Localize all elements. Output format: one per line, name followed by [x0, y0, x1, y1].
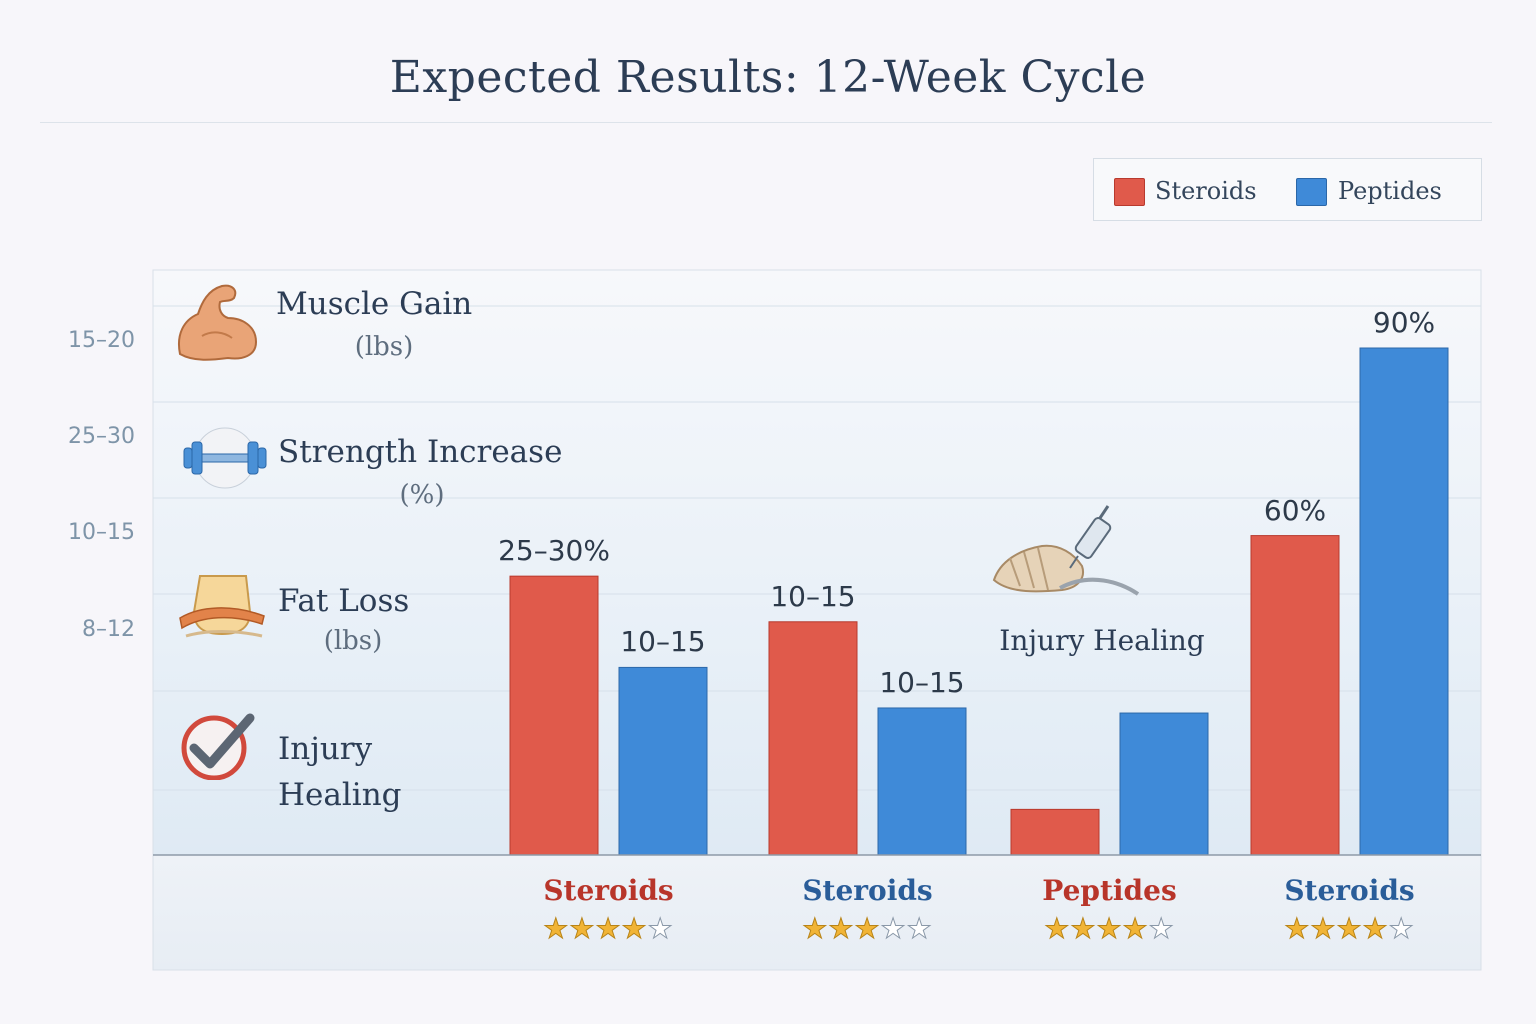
star-empty-icon: ★ [906, 912, 933, 946]
category-label: Steroids [1284, 874, 1415, 907]
star-filled-icon: ★ [1096, 912, 1123, 946]
star-filled-icon: ★ [543, 912, 570, 946]
y-tick-label: 15–20 [68, 328, 135, 353]
star-filled-icon: ★ [828, 912, 855, 946]
bar-value-label: 60% [1263, 493, 1327, 527]
legend-label-steroids: Steroids [1155, 177, 1257, 205]
metric-unit-strength-increase: (%) [399, 480, 445, 510]
metric-label-fat-loss: Fat Loss [278, 583, 410, 619]
flexed-bicep-icon [178, 284, 258, 361]
bar-peptides-4 [1359, 347, 1449, 856]
checkmark-badge-icon [181, 713, 255, 780]
metric-unit-fat-loss: (lbs) [323, 626, 383, 656]
star-empty-icon: ★ [1388, 912, 1415, 946]
star-rating: ★★★★★ [748, 912, 988, 946]
bar-value-label: 10–15 [620, 625, 706, 659]
metric-label-muscle-gain: Muscle Gain [276, 286, 473, 322]
metric-unit-muscle-gain: (lbs) [354, 332, 414, 362]
y-tick-label: 25–30 [68, 424, 135, 449]
star-filled-icon: ★ [1070, 912, 1097, 946]
bar-peptides-1 [618, 666, 708, 856]
bar-steroids-2 [768, 621, 858, 856]
waist-measuring-tape-icon [179, 575, 265, 638]
y-tick-label: 10–15 [68, 520, 135, 545]
legend-label-peptides: Peptides [1338, 177, 1442, 205]
metric-label-injury-healing: Injury Healing [278, 731, 402, 813]
chart-title: Expected Results: 12-Week Cycle [389, 52, 1147, 103]
bar-value-label: 90% [1372, 306, 1436, 339]
category-label: Peptides [1042, 874, 1177, 907]
bandaged-arm-syringe-icon [992, 505, 1140, 596]
title-divider [40, 122, 1492, 123]
metric-label-strength-increase: Strength Increase [278, 434, 563, 470]
star-empty-icon: ★ [1148, 912, 1175, 946]
legend: Steroids Peptides [1093, 158, 1482, 221]
star-filled-icon: ★ [1122, 912, 1149, 946]
star-filled-icon: ★ [1310, 912, 1337, 946]
star-rating: ★★★★★ [990, 912, 1230, 946]
injury-healing-annotation: Injury Healing [999, 624, 1205, 657]
star-filled-icon: ★ [1336, 912, 1363, 946]
bar-steroids-3 [1010, 808, 1100, 856]
bar-value-label: 25–30% [498, 534, 610, 568]
star-rating: ★★★★★ [489, 912, 729, 946]
y-tick-label: 8–12 [82, 617, 135, 642]
star-empty-icon: ★ [647, 912, 674, 946]
star-filled-icon: ★ [802, 912, 829, 946]
star-rating: ★★★★★ [1230, 912, 1470, 946]
star-empty-icon: ★ [880, 912, 907, 946]
bar-steroids-1 [509, 575, 599, 856]
bar-steroids-4 [1250, 535, 1340, 856]
bar-peptides-2 [877, 707, 967, 856]
bar-value-label: 10–15 [770, 579, 856, 613]
category-label: Steroids [802, 874, 933, 907]
dumbbell-icon [183, 427, 267, 489]
star-filled-icon: ★ [1044, 912, 1071, 946]
bar-value-label: 10–15 [879, 665, 965, 699]
star-filled-icon: ★ [1362, 912, 1389, 946]
bar-peptides-3 [1119, 712, 1209, 856]
legend-swatch-peptides [1296, 178, 1327, 206]
star-filled-icon: ★ [569, 912, 596, 946]
star-filled-icon: ★ [595, 912, 622, 946]
star-filled-icon: ★ [854, 912, 881, 946]
legend-swatch-steroids [1114, 178, 1145, 206]
star-filled-icon: ★ [1284, 912, 1311, 946]
star-filled-icon: ★ [621, 912, 648, 946]
category-label: Steroids [543, 874, 674, 907]
